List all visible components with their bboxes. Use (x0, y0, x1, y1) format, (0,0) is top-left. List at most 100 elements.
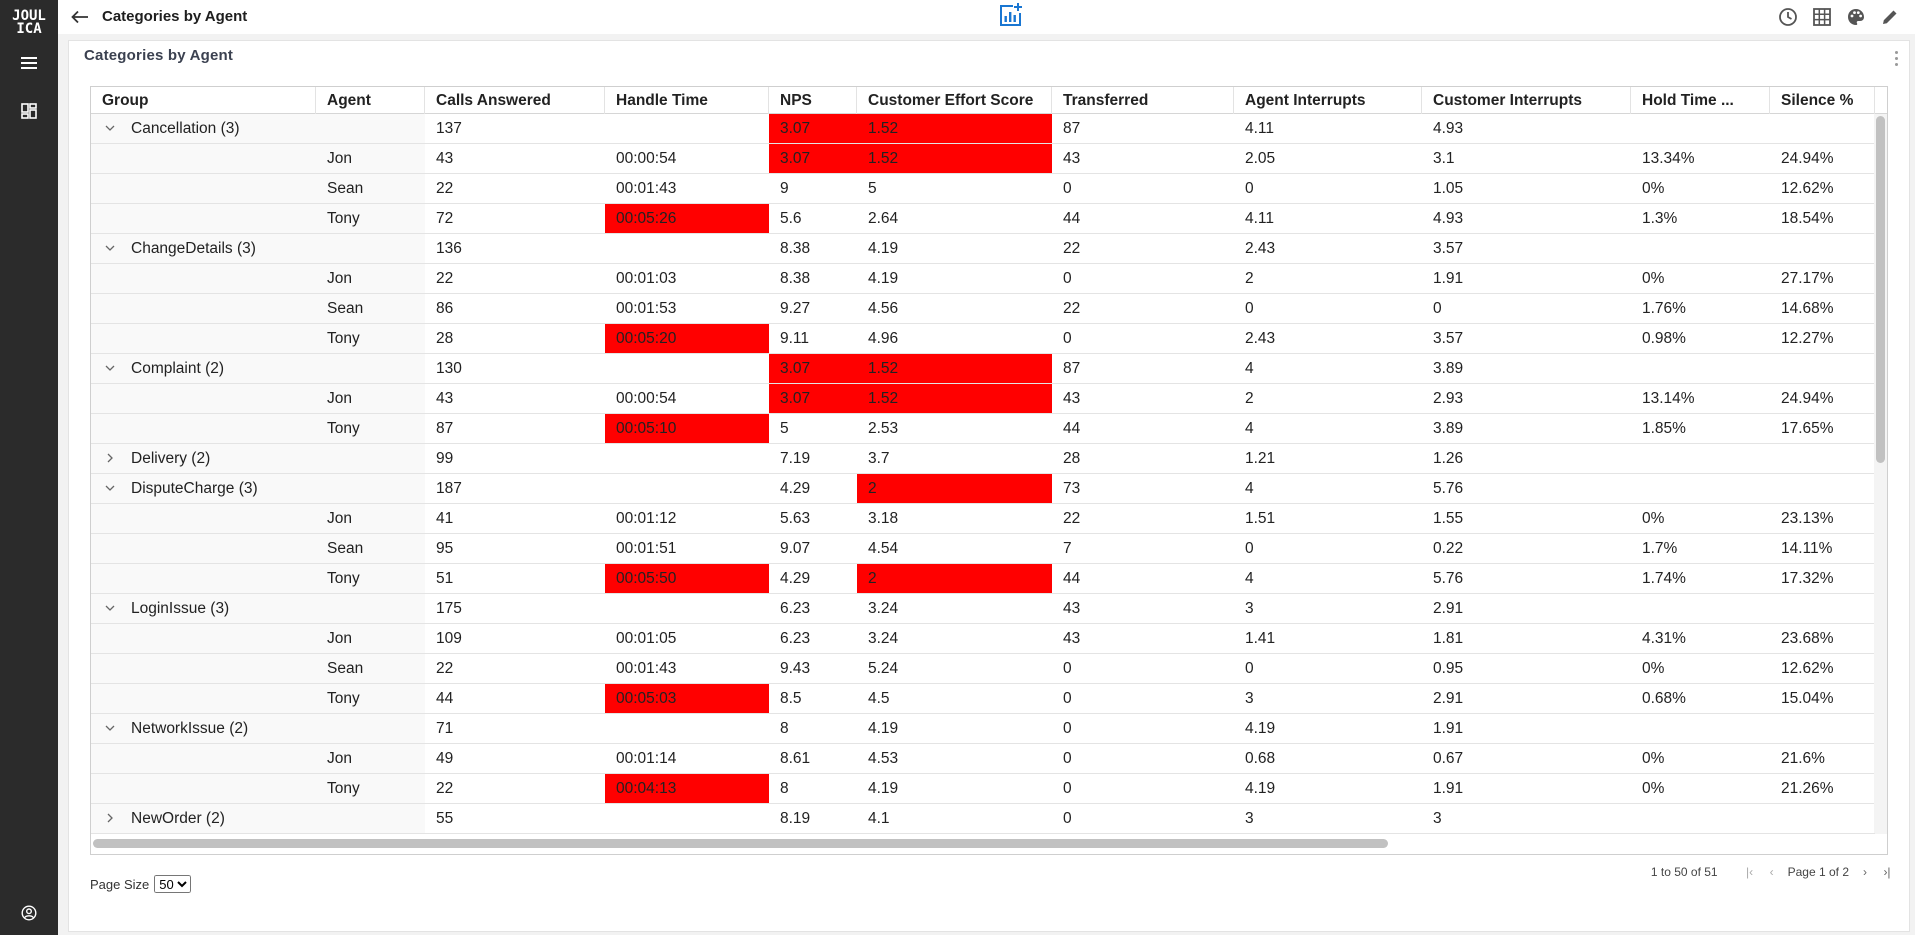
hamburger-menu-button[interactable] (14, 48, 44, 78)
table-row[interactable]: Tony 22 00:04:13 8 4.19 0 4.19 1.91 0% 21.26% (91, 774, 1875, 804)
chevron-down-icon[interactable] (103, 241, 117, 255)
history-button[interactable] (1775, 4, 1801, 30)
cell-handle-time: 00:01:51 (616, 540, 677, 557)
header-customer-effort-score[interactable]: Customer Effort Score (857, 87, 1052, 114)
header-calls-answered[interactable]: Calls Answered (425, 87, 605, 114)
group-cell[interactable]: ChangeDetails (3) (91, 234, 316, 263)
group-row[interactable]: Complaint (2) 130 3.07 1.52 87 4 3.89 (91, 354, 1875, 384)
group-row[interactable]: LoginIssue (3) 175 6.23 3.24 43 3 2.91 (91, 594, 1875, 624)
group-cell[interactable]: LoginIssue (3) (91, 594, 316, 623)
table-row[interactable]: Sean 95 00:01:51 9.07 4.54 7 0 0.22 1.7% 14.11% (91, 534, 1875, 564)
chevron-down-icon[interactable] (103, 121, 117, 135)
cell-transferred: 0 (1063, 270, 1072, 287)
chevron-down-icon[interactable] (103, 601, 117, 615)
table-row[interactable]: Jon 109 00:01:05 6.23 3.24 43 1.41 1.81 4.31% 23.… (91, 624, 1875, 654)
table-view-button[interactable] (1809, 4, 1835, 30)
dashboards-button[interactable] (14, 96, 44, 126)
cell-transferred: 0 (1063, 810, 1072, 827)
group-label: Cancellation (3) (131, 120, 240, 137)
group-row[interactable]: NetworkIssue (2) 71 8 4.19 0 4.19 1.91 (91, 714, 1875, 744)
group-cell[interactable]: NetworkIssue (2) (91, 714, 316, 743)
table-row[interactable]: Sean 22 00:01:43 9.43 5.24 0 0 0.95 0% 12.62% (91, 654, 1875, 684)
cell-transferred: 44 (1063, 210, 1081, 227)
cell-customer-interrupts: 0.95 (1433, 660, 1464, 677)
header-hold-time[interactable]: Hold Time ... (1631, 87, 1770, 114)
cell-nps: 3.07 (769, 384, 857, 413)
cell-hold-time: 0% (1642, 180, 1665, 197)
table-row[interactable]: Sean 86 00:01:53 9.27 4.56 22 0 0 1.76% 14.68% (91, 294, 1875, 324)
vertical-scroll-thumb[interactable] (1876, 116, 1885, 463)
chevron-down-icon[interactable] (103, 721, 117, 735)
back-button[interactable] (68, 5, 92, 29)
horizontal-scroll-thumb[interactable] (93, 839, 1388, 848)
add-chart-button[interactable] (996, 1, 1024, 29)
cell-calls-answered: 187 (436, 480, 462, 497)
chevron-right-icon[interactable] (103, 451, 117, 465)
first-page-button[interactable]: |‹ (1746, 865, 1754, 879)
cell-calls-answered: 95 (436, 540, 454, 557)
group-cell[interactable]: Delivery (2) (91, 444, 316, 473)
chevron-down-icon[interactable] (103, 361, 117, 375)
group-row[interactable]: Cancellation (3) 137 3.07 1.52 87 4.11 4.93 (91, 114, 1875, 144)
page-size-select[interactable]: 50 (154, 875, 192, 893)
cell-customer-interrupts: 0.22 (1433, 540, 1464, 557)
app-logo[interactable]: JOUL ICA (4, 9, 54, 44)
cell-hold-time: 0.98% (1642, 330, 1686, 347)
cell-handle-time: 00:05:20 (605, 324, 769, 353)
header-nps[interactable]: NPS (769, 87, 857, 114)
group-cell[interactable]: DisputeCharge (3) (91, 474, 316, 503)
table-row[interactable]: Tony 44 00:05:03 8.5 4.5 0 3 2.91 0.68% 15.04% (91, 684, 1875, 714)
table-row[interactable]: Tony 87 00:05:10 5 2.53 44 4 3.89 1.85% 17.65% (91, 414, 1875, 444)
previous-page-button[interactable]: ‹ (1769, 865, 1774, 879)
cell-agent: Jon (316, 144, 425, 173)
group-row[interactable]: NewOrder (2) 55 8.19 4.1 0 3 3 (91, 804, 1875, 834)
header-group[interactable]: Group (91, 87, 316, 114)
edit-button[interactable] (1877, 4, 1903, 30)
panel-more-menu-button[interactable] (1889, 47, 1903, 69)
cell-handle-time: 00:01:43 (616, 180, 677, 197)
header-customer-interrupts[interactable]: Customer Interrupts (1422, 87, 1631, 114)
cell-agent-interrupts: 0 (1245, 180, 1254, 197)
user-account-button[interactable] (14, 898, 44, 928)
table-row[interactable]: Jon 41 00:01:12 5.63 3.18 22 1.51 1.55 0% 23.13% (91, 504, 1875, 534)
cell-handle-time (605, 474, 769, 503)
table-row[interactable]: Tony 72 00:05:26 5.6 2.64 44 4.11 4.93 1.3% 18.54… (91, 204, 1875, 234)
cell-transferred: 0 (1063, 750, 1072, 767)
group-row[interactable]: DisputeCharge (3) 187 4.29 2 73 4 5.76 (91, 474, 1875, 504)
header-agent[interactable]: Agent (316, 87, 425, 114)
table-row[interactable]: Jon 43 00:00:54 3.07 1.52 43 2.05 3.1 13.34% 24.9… (91, 144, 1875, 174)
cell-agent: Sean (316, 294, 425, 323)
table-row[interactable]: Jon 49 00:01:14 8.61 4.53 0 0.68 0.67 0% 21.6% (91, 744, 1875, 774)
table-row[interactable]: Sean 22 00:01:43 9 5 0 0 1.05 0% 12.62% (91, 174, 1875, 204)
header-transferred[interactable]: Transferred (1052, 87, 1234, 114)
header-agent-interrupts[interactable]: Agent Interrupts (1234, 87, 1422, 114)
logo-line-2: ICA (16, 21, 42, 37)
header-silence[interactable]: Silence % (1770, 87, 1875, 114)
group-cell[interactable]: NewOrder (2) (91, 804, 316, 833)
cell-handle-time (605, 444, 769, 473)
cell-transferred: 43 (1063, 390, 1081, 407)
cell-transferred: 44 (1063, 420, 1081, 437)
chevron-down-icon[interactable] (103, 481, 117, 495)
cell-handle-time: 00:01:12 (616, 510, 677, 527)
cell-agent-interrupts: 4.19 (1245, 720, 1276, 737)
table-row[interactable]: Jon 43 00:00:54 3.07 1.52 43 2 2.93 13.14% 24.94% (91, 384, 1875, 414)
table-row[interactable]: Tony 51 00:05:50 4.29 2 44 4 5.76 1.74% 17.32% (91, 564, 1875, 594)
group-cell[interactable]: Cancellation (3) (91, 114, 316, 143)
add-chart-icon (1000, 3, 1022, 26)
group-indent-cell (91, 294, 316, 323)
theme-button[interactable] (1843, 4, 1869, 30)
header-handle-time[interactable]: Handle Time (605, 87, 769, 114)
vertical-scrollbar[interactable] (1874, 114, 1887, 834)
group-row[interactable]: Delivery (2) 99 7.19 3.7 28 1.21 1.26 (91, 444, 1875, 474)
cell-handle-time: 00:01:05 (616, 630, 677, 647)
last-page-button[interactable]: ›| (1883, 865, 1891, 879)
group-row[interactable]: ChangeDetails (3) 136 8.38 4.19 22 2.43 3.57 (91, 234, 1875, 264)
table-row[interactable]: Jon 22 00:01:03 8.38 4.19 0 2 1.91 0% 27.17% (91, 264, 1875, 294)
group-cell[interactable]: Complaint (2) (91, 354, 316, 383)
table-row[interactable]: Tony 28 00:05:20 9.11 4.96 0 2.43 3.57 0.98% 12.2… (91, 324, 1875, 354)
horizontal-scrollbar[interactable] (91, 833, 1875, 854)
chevron-right-icon[interactable] (103, 811, 117, 825)
next-page-button[interactable]: › (1863, 865, 1867, 879)
group-indent-cell (91, 144, 316, 173)
